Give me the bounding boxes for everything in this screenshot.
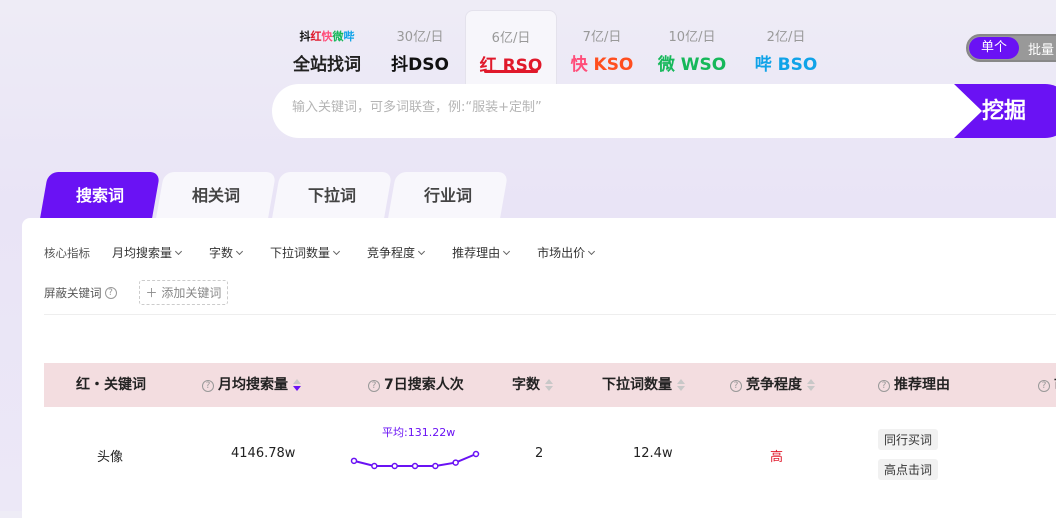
source-rso[interactable]: 6亿/日 红 RSO (465, 10, 557, 84)
help-icon[interactable]: ? (104, 286, 117, 299)
chevron-down-icon (235, 247, 244, 256)
mode-single[interactable]: 单个 (969, 37, 1019, 59)
tab-label: 行业词 (423, 186, 472, 205)
trend-point (371, 462, 378, 470)
source-volume: 6亿/日 (491, 31, 531, 46)
tab-label: 搜索词 (75, 186, 124, 205)
xiaohongshu-icon: 红 (479, 56, 497, 76)
sort-icon (293, 379, 301, 391)
avg-label: 平均:131.22w (382, 426, 456, 439)
tab-related-words[interactable]: 相关词 (155, 172, 277, 220)
keyword-cell[interactable]: 头像 (97, 450, 124, 465)
col-competition[interactable]: ? 竞争程度 (730, 363, 815, 407)
reason-tag: 高点击词 (878, 459, 939, 480)
trend-point (350, 457, 358, 465)
help-icon: ? (368, 380, 380, 392)
source-kso[interactable]: 7亿/日 快 KSO (558, 10, 646, 84)
core-metrics-filter: 核心指标 月均搜索量 字数 下拉词数量 竞争程度 推荐理由 市场出价 (44, 244, 596, 261)
source-name: RSO (502, 56, 543, 76)
filter-monthly[interactable]: 月均搜索量 (112, 244, 183, 261)
douyin-icon: 抖 (391, 55, 409, 75)
source-volume: 30亿/日 (396, 30, 444, 45)
reason-tag: 同行买词 (878, 429, 939, 450)
dropdown-cell: 12.4w (633, 446, 673, 461)
chevron-down-icon (174, 247, 183, 256)
source-all[interactable]: 抖红快微哔 全站找词 (283, 10, 371, 84)
col-dropdown[interactable]: 下拉词数量 (602, 363, 685, 407)
col-7day: ? 7日搜索人次 (368, 363, 464, 407)
source-name: KSO (593, 55, 634, 75)
source-name: DSO (408, 55, 449, 75)
source-name: 全站找词 (293, 55, 361, 75)
tab-dropdown-words[interactable]: 下拉词 (271, 172, 393, 220)
add-keyword-button[interactable]: ＋ 添加关键词 (138, 280, 229, 305)
divider (44, 314, 1056, 315)
trend-point (472, 450, 480, 458)
col-market-bid: ?市 (1038, 363, 1056, 407)
mode-toggle[interactable]: 单个 批量 (966, 34, 1056, 62)
keyword-search-input[interactable] (292, 100, 892, 115)
source-name: WSO (680, 55, 727, 75)
tab-industry-words[interactable]: 行业词 (387, 172, 509, 220)
trend-point (411, 462, 419, 470)
block-keywords-label: 屏蔽关键词 (44, 285, 102, 300)
tab-label: 相关词 (191, 186, 240, 205)
help-icon: ? (1038, 380, 1050, 392)
competition-cell: 高 (770, 450, 784, 465)
source-wso[interactable]: 10亿/日 微 WSO (648, 10, 736, 84)
col-keyword: 红・关键词 (76, 377, 146, 393)
chars-cell: 2 (535, 446, 544, 461)
col-reason: ? 推荐理由 (878, 363, 950, 407)
source-bso[interactable]: 2亿/日 哔 BSO (742, 10, 830, 84)
filter-competition[interactable]: 竞争程度 (367, 244, 426, 261)
source-volume: 7亿/日 (582, 30, 622, 45)
weixin-icon: 微 (657, 55, 675, 75)
source-dso[interactable]: 30亿/日 抖DSO (376, 10, 464, 84)
tab-label: 下拉词 (307, 186, 356, 205)
chevron-down-icon (333, 247, 341, 256)
platform-logos: 抖红快微哔 (299, 30, 355, 43)
plus-icon: ＋ (145, 286, 158, 300)
bilibili-icon: 哔 (754, 55, 772, 75)
source-volume: 2亿/日 (766, 30, 806, 45)
help-icon: ? (202, 380, 214, 392)
kuaishou-icon: 快 (570, 55, 588, 75)
filter-reason[interactable]: 推荐理由 (452, 244, 511, 261)
trend-point (391, 462, 398, 470)
active-underline (484, 70, 538, 73)
trend-sparkline (350, 450, 480, 470)
tab-search-words[interactable]: 搜索词 (39, 172, 161, 220)
chevron-down-icon (503, 247, 511, 256)
filter-market-bid[interactable]: 市场出价 (537, 244, 596, 261)
help-icon: ? (730, 380, 742, 392)
filter-chars[interactable]: 字数 (209, 244, 244, 261)
trend-point (452, 459, 459, 466)
source-name: BSO (777, 55, 818, 75)
chevron-down-icon (418, 247, 426, 256)
filter-dropdown-count[interactable]: 下拉词数量 (270, 244, 341, 261)
chevron-down-icon (588, 247, 596, 256)
table-header: 红・关键词 ? 月均搜索量 ? 7日搜索人次 字数 下拉词数量 ? 竞争程度 ? 推荐理… (44, 363, 1056, 407)
col-monthly[interactable]: ? 月均搜索量 (202, 363, 301, 407)
sort-icon (677, 379, 685, 391)
filter-label: 核心指标 (44, 245, 90, 260)
help-icon: ? (878, 380, 890, 392)
sort-icon (545, 379, 553, 391)
monthly-cell: 4146.78w (231, 446, 296, 461)
dig-button[interactable]: 挖掘 (926, 84, 1056, 138)
block-keywords-row: 屏蔽关键词? ＋ 添加关键词 (44, 280, 229, 305)
sort-icon (807, 379, 815, 391)
col-chars[interactable]: 字数 (512, 363, 553, 407)
mode-batch[interactable]: 批量 (1028, 43, 1055, 58)
trend-point (432, 462, 439, 470)
source-volume: 10亿/日 (668, 30, 716, 45)
search-bar: 挖掘 (272, 84, 1056, 138)
results-card: 核心指标 月均搜索量 字数 下拉词数量 竞争程度 推荐理由 市场出价 屏蔽关键词… (22, 218, 1056, 518)
